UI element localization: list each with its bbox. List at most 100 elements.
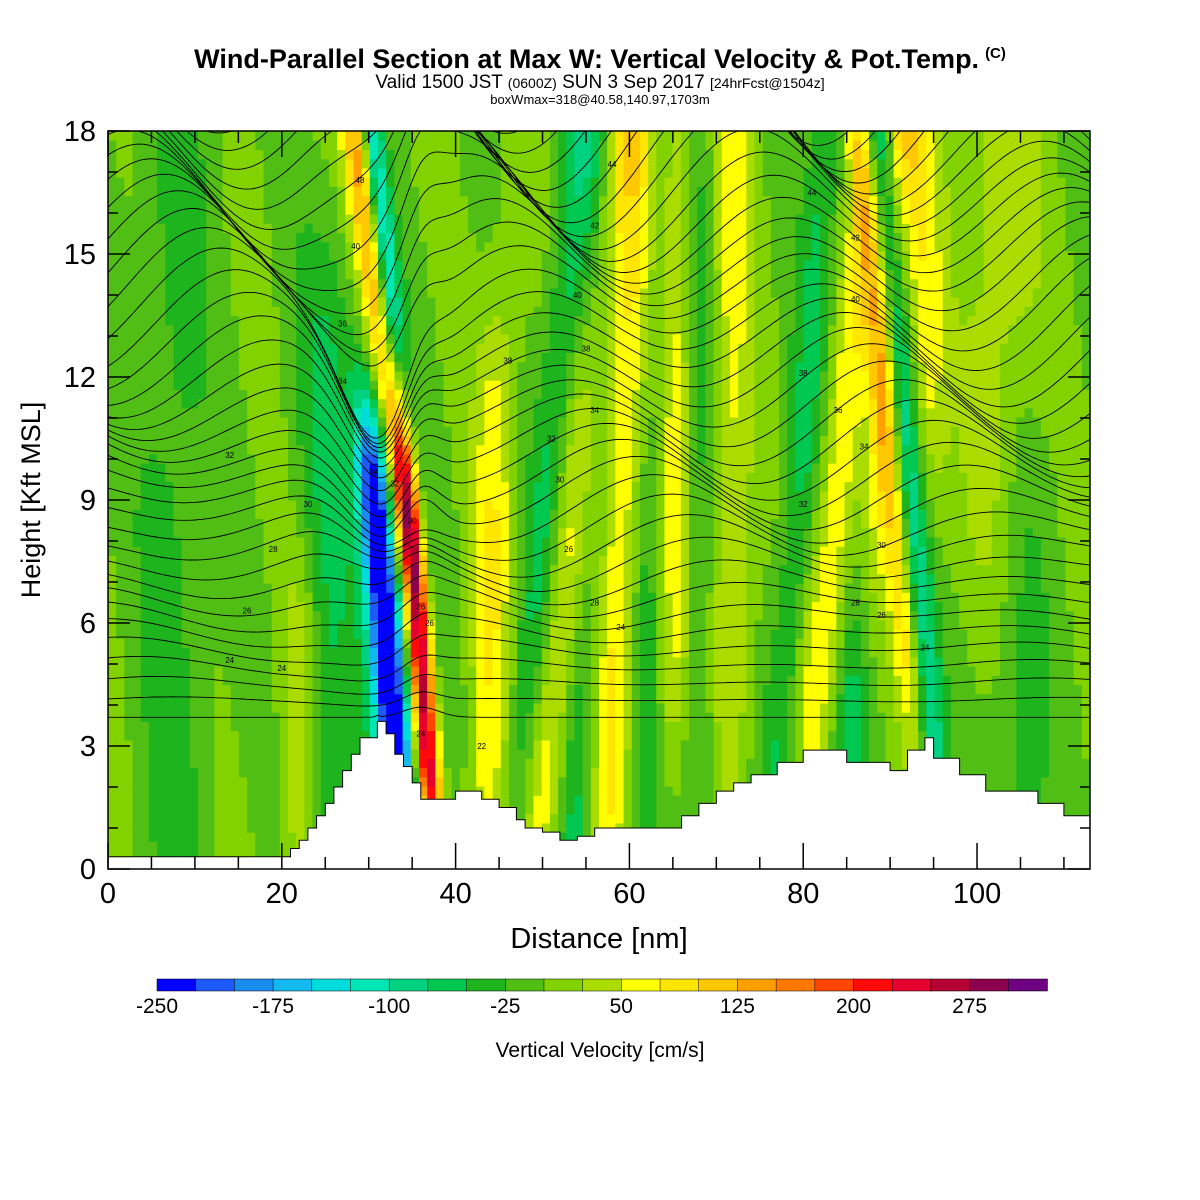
velocity-cell	[394, 573, 404, 584]
velocity-cell	[132, 546, 142, 869]
velocity-cell	[558, 776, 567, 833]
velocity-cell	[410, 546, 420, 566]
velocity-cell	[410, 186, 420, 427]
velocity-cell	[819, 435, 829, 492]
velocity-cell	[148, 131, 158, 455]
velocity-cell	[508, 131, 518, 686]
velocity-cell	[909, 610, 919, 630]
velocity-cell	[1057, 131, 1067, 178]
velocity-cell	[353, 361, 363, 390]
velocity-cell	[386, 214, 396, 234]
velocity-cell	[369, 463, 379, 593]
velocity-cell	[353, 638, 363, 806]
colorbar-swatch	[505, 978, 545, 992]
velocity-cell	[533, 481, 543, 612]
velocity-cell	[288, 583, 297, 833]
velocity-cell	[983, 131, 993, 566]
velocity-cell	[394, 407, 404, 418]
velocity-cell	[803, 167, 813, 261]
velocity-cell	[926, 500, 936, 538]
velocity-cell	[1016, 416, 1026, 593]
velocity-cell	[901, 518, 911, 538]
velocity-cell	[664, 592, 674, 722]
velocity-cell	[1065, 250, 1075, 612]
isentrope-line	[108, 291, 1090, 449]
velocity-cell	[394, 527, 404, 538]
isentrope-label: 42	[590, 221, 599, 230]
velocity-cell	[885, 140, 895, 197]
velocity-cell	[869, 527, 878, 593]
velocity-cell	[795, 638, 805, 869]
velocity-cell	[656, 702, 666, 869]
velocity-cell	[566, 131, 576, 298]
velocity-cell	[950, 297, 960, 427]
velocity-cell	[410, 426, 420, 446]
velocity-cell	[361, 195, 371, 280]
velocity-cell	[320, 241, 330, 317]
velocity-cell	[402, 131, 412, 280]
velocity-cell	[770, 131, 780, 298]
velocity-cell	[230, 131, 240, 317]
velocity-cell	[378, 380, 387, 400]
velocity-cell	[378, 500, 387, 510]
velocity-cell	[140, 721, 150, 869]
velocity-cell	[558, 472, 567, 529]
velocity-cell	[836, 186, 846, 280]
velocity-cell	[885, 426, 895, 529]
velocity-cell	[394, 518, 404, 529]
velocity-cell	[738, 131, 747, 344]
colorbar-swatch	[582, 978, 623, 992]
velocity-cell	[443, 426, 453, 769]
velocity-cell	[500, 333, 510, 483]
velocity-cell	[279, 416, 289, 869]
velocity-cell	[967, 536, 977, 667]
velocity-cell	[410, 693, 420, 713]
velocity-cell	[361, 149, 371, 169]
velocity-cell	[983, 564, 993, 695]
velocity-cell	[378, 287, 387, 298]
velocity-cell	[353, 186, 363, 224]
isentrope-line	[108, 612, 1090, 648]
isentrope-label: 24	[416, 730, 425, 739]
velocity-cell	[492, 315, 502, 381]
velocity-cell	[369, 592, 379, 621]
terrain	[108, 720, 1090, 869]
velocity-cell	[1081, 758, 1090, 869]
velocity-cell	[893, 306, 903, 363]
velocity-cell	[418, 555, 428, 575]
velocity-cell	[746, 131, 756, 473]
velocity-cell	[484, 380, 494, 501]
velocity-cell	[386, 389, 396, 437]
velocity-cell	[525, 592, 535, 621]
velocity-cell	[410, 490, 420, 501]
velocity-cell	[860, 131, 870, 151]
velocity-cell	[918, 131, 927, 261]
velocity-cell	[418, 601, 428, 612]
velocity-cell	[369, 647, 379, 676]
velocity-cell	[402, 472, 412, 483]
isentrope-label: 38	[503, 357, 512, 366]
velocity-cell	[288, 500, 297, 584]
isentrope-line	[108, 0, 1090, 130]
colorbar-swatch	[775, 978, 816, 992]
velocity-cell	[623, 195, 633, 317]
velocity-cell	[869, 140, 878, 160]
velocity-cell	[566, 638, 576, 686]
velocity-cell	[599, 656, 608, 869]
velocity-cell	[852, 564, 862, 621]
velocity-cell	[631, 195, 641, 298]
velocity-cell	[574, 131, 584, 197]
velocity-cell	[386, 472, 396, 483]
velocity-cell	[108, 140, 117, 556]
velocity-cell	[198, 398, 207, 869]
colorbar-swatch	[234, 978, 274, 992]
isentrope-line	[108, 438, 1090, 529]
velocity-cell	[157, 131, 166, 224]
velocity-cell	[337, 297, 346, 390]
velocity-cell	[754, 131, 764, 621]
colorbar-swatch	[659, 978, 700, 992]
velocity-cell	[582, 389, 592, 492]
velocity-cell	[959, 324, 968, 473]
isentrope-line	[154, 131, 1090, 238]
velocity-cell	[418, 518, 428, 538]
